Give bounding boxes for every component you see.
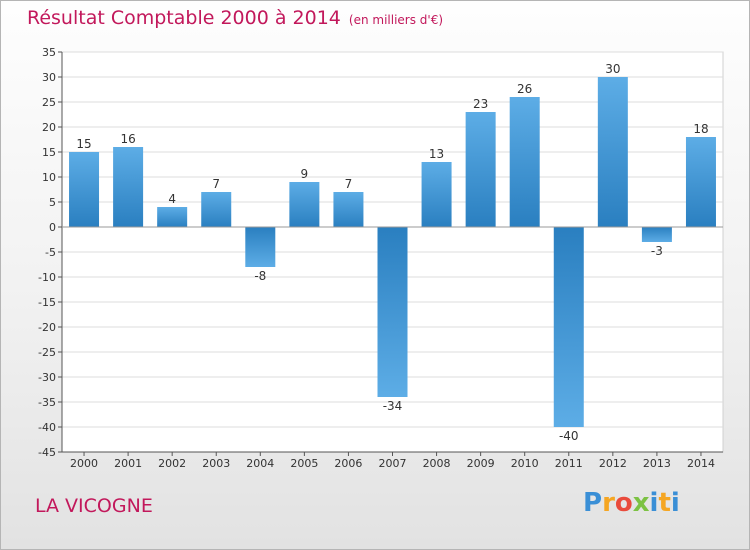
x-tick-label: 2008: [423, 457, 451, 470]
bar: [509, 97, 540, 227]
bar: [377, 227, 408, 397]
x-tick-label: 2004: [246, 457, 274, 470]
x-tick-label: 2011: [555, 457, 583, 470]
y-tick-label: -25: [38, 346, 56, 359]
y-tick-label: 5: [49, 196, 56, 209]
x-tick-label: 2013: [643, 457, 671, 470]
data-label: -34: [383, 399, 403, 413]
logo-letter: t: [658, 488, 671, 518]
y-tick-label: 30: [42, 71, 56, 84]
bar: [113, 147, 144, 227]
bar: [641, 227, 672, 242]
logo-letter: P: [583, 488, 603, 518]
y-tick-label: -15: [38, 296, 56, 309]
data-label: 15: [76, 137, 91, 151]
x-tick-label: 2006: [334, 457, 362, 470]
y-tick-label: -5: [45, 246, 56, 259]
x-tick-label: 2007: [379, 457, 407, 470]
data-label: 7: [212, 177, 220, 191]
bar: [333, 192, 364, 227]
x-tick-label: 2000: [70, 457, 98, 470]
y-tick-label: 25: [42, 96, 56, 109]
data-label: 13: [429, 147, 444, 161]
y-tick-label: 15: [42, 146, 56, 159]
data-label: -8: [254, 269, 266, 283]
y-tick-label: -40: [38, 421, 56, 434]
bar: [685, 137, 716, 227]
bar: [465, 112, 496, 227]
commune-name: LA VICOGNE: [35, 495, 153, 517]
bar: [69, 152, 100, 227]
bar: [157, 207, 188, 227]
y-tick-label: -35: [38, 396, 56, 409]
bar: [289, 182, 320, 227]
data-label: 26: [517, 82, 532, 96]
logo-letter: o: [614, 488, 633, 518]
chart-subtitle: (en milliers d'€): [348, 13, 444, 27]
bar: [553, 227, 584, 427]
logo-letter: i: [670, 488, 680, 518]
y-tick-label: 0: [49, 221, 56, 234]
y-tick-label: -30: [38, 371, 56, 384]
y-tick-label: -45: [38, 446, 56, 459]
y-tick-label: 20: [42, 121, 56, 134]
x-tick-label: 2005: [290, 457, 318, 470]
y-tick-label: -20: [38, 321, 56, 334]
data-label: -40: [559, 429, 579, 443]
x-tick-label: 2001: [114, 457, 142, 470]
chart-title-text: Résultat Comptable 2000 à 2014: [27, 7, 341, 29]
logo-letter: x: [632, 488, 650, 518]
data-label: 30: [605, 62, 620, 76]
y-tick-label: 35: [42, 46, 56, 59]
x-tick-label: 2014: [687, 457, 715, 470]
data-label: 18: [693, 122, 708, 136]
x-tick-label: 2012: [599, 457, 627, 470]
y-tick-label: 10: [42, 171, 56, 184]
x-tick-label: 2002: [158, 457, 186, 470]
y-tick-label: -10: [38, 271, 56, 284]
bar: [597, 77, 628, 227]
data-label: 23: [473, 97, 488, 111]
x-tick-label: 2009: [467, 457, 495, 470]
data-label: 4: [168, 192, 176, 206]
data-label: -3: [651, 244, 663, 258]
data-label: 7: [345, 177, 353, 191]
proxiti-logo: Proxiti: [583, 488, 680, 518]
x-tick-label: 2003: [202, 457, 230, 470]
bar: [245, 227, 276, 267]
bar: [421, 162, 452, 227]
bar: [201, 192, 232, 227]
x-tick-label: 2010: [511, 457, 539, 470]
logo-letter: r: [602, 488, 615, 518]
logo-letter: i: [649, 488, 659, 518]
data-label: 9: [301, 167, 309, 181]
chart-title: Résultat Comptable 2000 à 2014 (en millie…: [27, 7, 443, 29]
data-label: 16: [120, 132, 135, 146]
